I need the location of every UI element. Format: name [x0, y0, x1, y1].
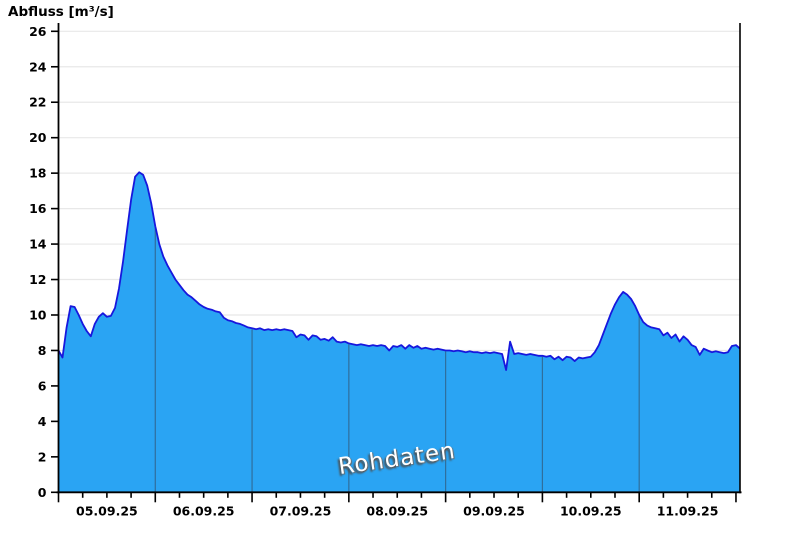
y-tick-label: 14 — [29, 237, 47, 252]
y-tick-label: 10 — [29, 307, 47, 322]
chart-title: Abfluss [m³/s] — [8, 4, 114, 20]
x-tick-label: 06.09.25 — [173, 503, 235, 518]
x-tick-label: 05.09.25 — [76, 503, 138, 518]
y-tick-label: 12 — [29, 272, 46, 287]
x-tick-label: 09.09.25 — [463, 503, 525, 518]
area-series-fill — [58, 172, 740, 493]
y-tick-label: 18 — [29, 166, 46, 181]
y-tick-label: 6 — [38, 378, 47, 393]
y-tick-label: 22 — [29, 95, 46, 110]
y-tick-label: 4 — [38, 414, 47, 429]
y-tick-label: 24 — [29, 59, 47, 74]
y-tick-label: 2 — [38, 449, 47, 464]
x-tick-label: 10.09.25 — [560, 503, 622, 518]
y-tick-label: 0 — [38, 485, 47, 500]
x-tick-label: 07.09.25 — [270, 503, 332, 518]
y-tick-label: 8 — [38, 343, 47, 358]
y-tick-label: 26 — [29, 24, 47, 39]
y-tick-label: 20 — [29, 130, 47, 145]
series-line — [57, 171, 741, 371]
x-tick-label: 11.09.25 — [657, 503, 719, 518]
y-tick-label: 16 — [29, 201, 47, 216]
x-tick-label: 08.09.25 — [366, 503, 428, 518]
